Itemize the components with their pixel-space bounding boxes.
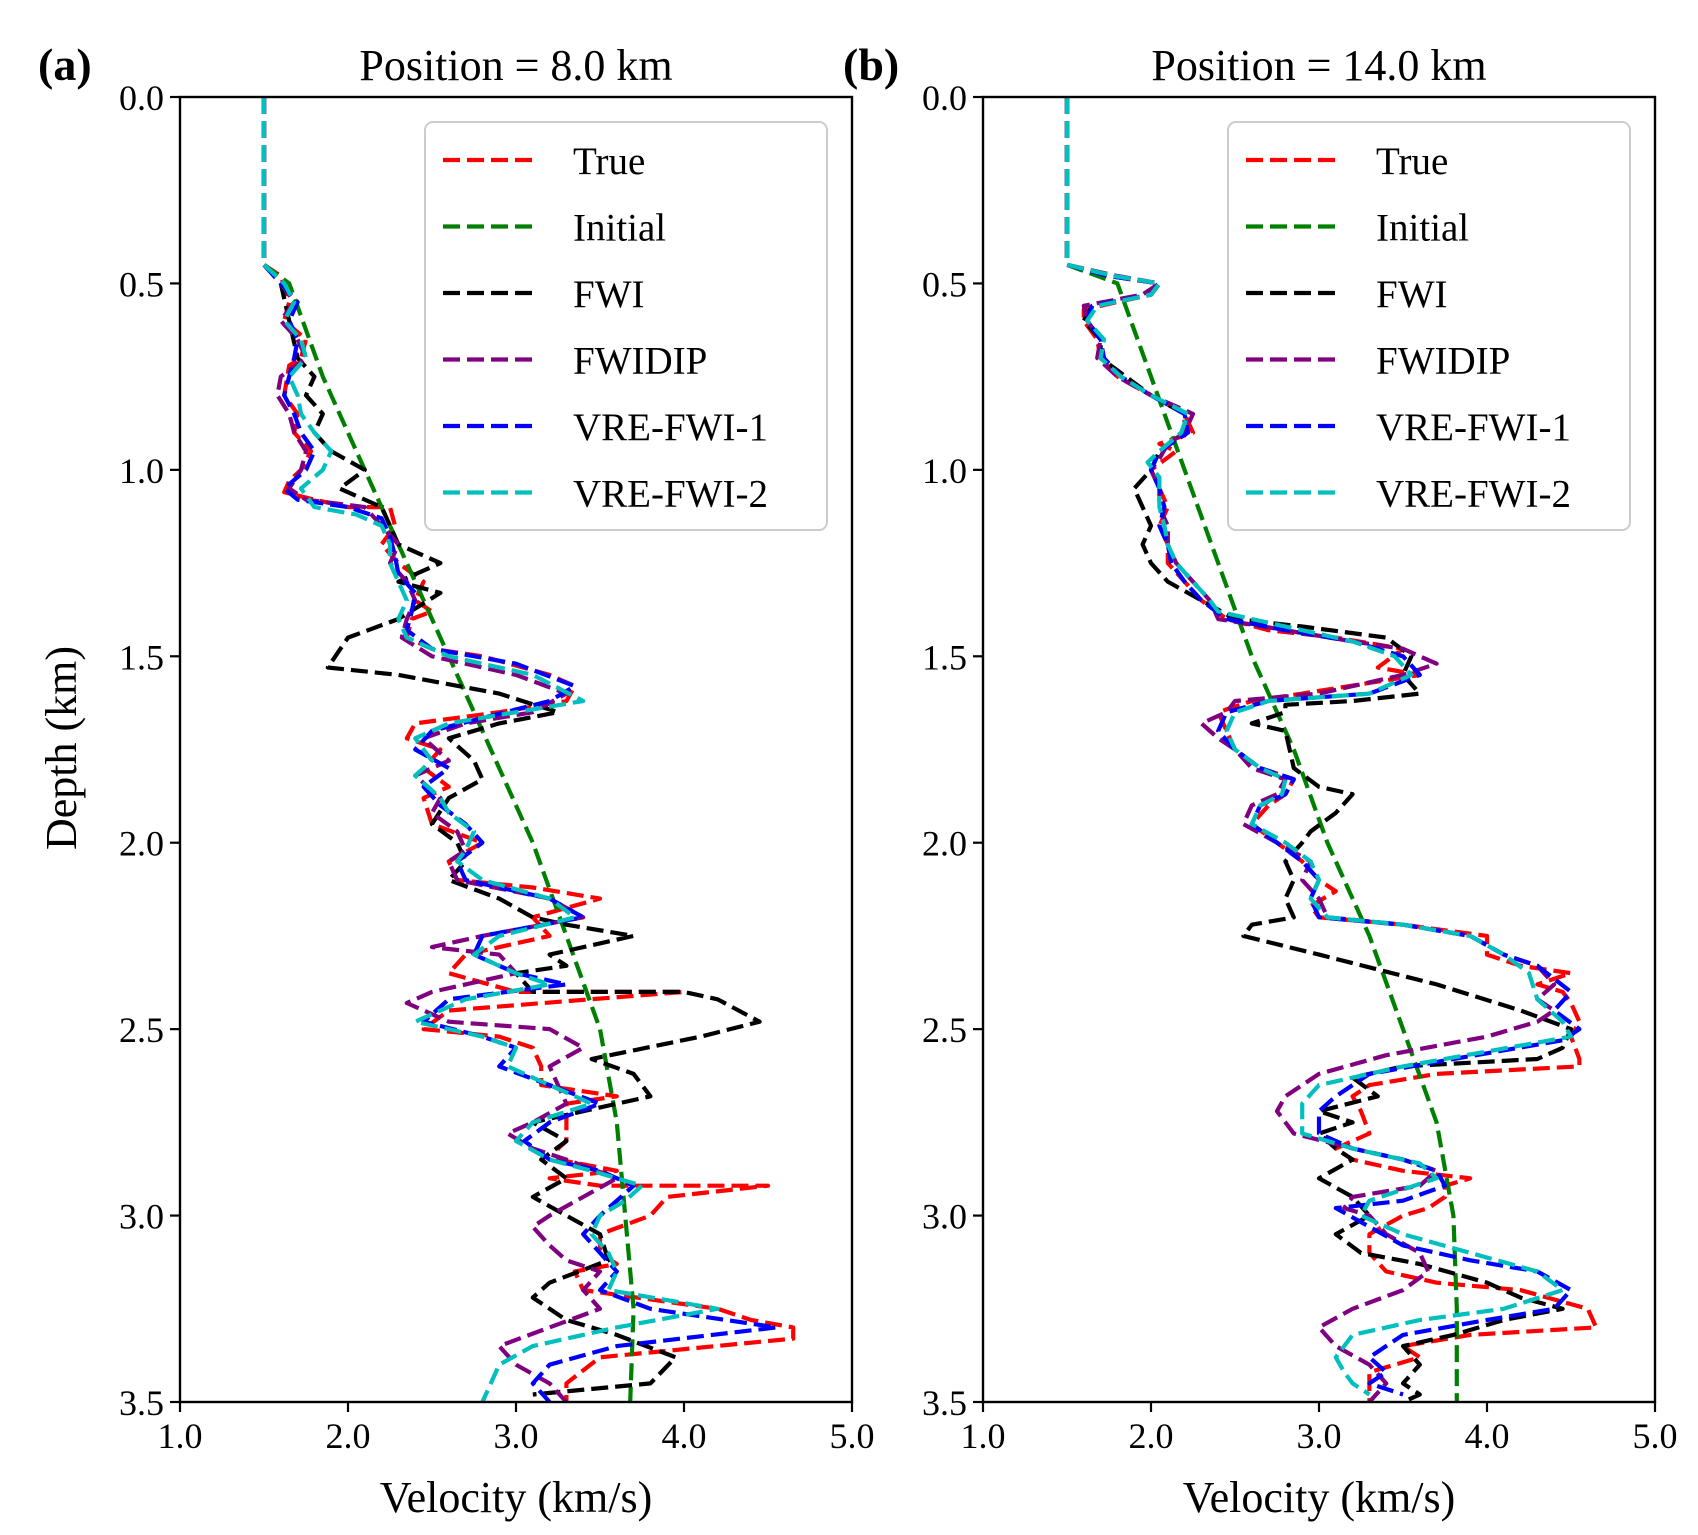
- legend-label: True: [1376, 140, 1448, 183]
- legend-label: VRE-FWI-2: [573, 473, 768, 516]
- y-tick-label: 2.5: [119, 1010, 164, 1050]
- legend-label: FWI: [1376, 273, 1448, 316]
- y-tick-label: 1.5: [119, 637, 164, 677]
- series-group: [261, 97, 796, 1402]
- x-axis-label: Velocity (km/s): [380, 1473, 653, 1522]
- x-tick-label: 3.0: [494, 1416, 539, 1456]
- y-tick-label: 0.5: [922, 264, 967, 304]
- legend-box: [424, 121, 828, 531]
- legend: True Initial FWI FWIDIP VRE-FWI-1 VRE-FWI-2: [1227, 121, 1631, 531]
- panel-a: 1.0 2.0 3.0 4.0 5.0 0.0 0.5 1.0 1.5 2.0 2.5 3.0 3.5 P…: [38, 39, 875, 1522]
- x-tick-label: 2.0: [1129, 1416, 1174, 1456]
- legend-label: Initial: [1376, 207, 1469, 250]
- y-tick-label: 2.0: [119, 824, 164, 864]
- y-axis-label: Depth (km): [37, 646, 86, 850]
- legend-label: VRE-FWI-1: [573, 406, 768, 449]
- legend-label: FWIDIP: [1376, 340, 1510, 383]
- legend-label: FWIDIP: [573, 340, 707, 383]
- series-line-initial: [1064, 97, 1459, 1402]
- x-tick-label: 5.0: [1633, 1416, 1678, 1456]
- legend-box: [1227, 121, 1631, 531]
- series-line-initial: [261, 97, 636, 1402]
- y-tick-label: 3.0: [922, 1197, 967, 1237]
- panel-b: 1.0 2.0 3.0 4.0 5.0 0.0 0.5 1.0 1.5 2.0 2.5 3.0 3.5 P…: [843, 39, 1678, 1522]
- panel-label: (b): [843, 39, 899, 90]
- y-tick-label: 1.0: [922, 451, 967, 491]
- x-tick-label: 4.0: [1465, 1416, 1510, 1456]
- x-axis-label: Velocity (km/s): [1183, 1473, 1456, 1522]
- x-tick-label: 4.0: [662, 1416, 707, 1456]
- y-tick-label: 1.0: [119, 451, 164, 491]
- legend: True Initial FWI FWIDIP VRE-FWI-1 VRE-FWI-2: [424, 121, 828, 531]
- series-line-fwidip: [1064, 97, 1557, 1402]
- y-tick-label: 3.5: [922, 1383, 967, 1423]
- series-line-fwidip: [261, 97, 619, 1402]
- series-line-vre-fwi-2: [261, 97, 720, 1402]
- y-tick-label: 1.5: [922, 637, 967, 677]
- y-tick-label: 2.0: [922, 824, 967, 864]
- y-tick-label: 3.0: [119, 1197, 164, 1237]
- series-line-fwi: [261, 97, 762, 1397]
- legend-label: Initial: [573, 207, 666, 250]
- x-tick-label: 2.0: [326, 1416, 371, 1456]
- chart-title: Position = 14.0 km: [1151, 41, 1486, 90]
- x-tick-label: 5.0: [830, 1416, 875, 1456]
- x-tick-label: 3.0: [1297, 1416, 1342, 1456]
- y-tick-label: 2.5: [922, 1010, 967, 1050]
- y-tick-label: 3.5: [119, 1383, 164, 1423]
- y-tick-label: 0.5: [119, 264, 164, 304]
- x-tick-label: 1.0: [961, 1416, 1006, 1456]
- chart-title: Position = 8.0 km: [359, 41, 672, 90]
- panel-label: (a): [38, 39, 92, 90]
- series-group: [1064, 97, 1599, 1402]
- legend-label: VRE-FWI-1: [1376, 406, 1571, 449]
- y-tick-label: 0.0: [922, 78, 967, 118]
- series-line-vre-fwi-2: [1064, 97, 1574, 1397]
- y-tick-label: 0.0: [119, 78, 164, 118]
- legend-label: FWI: [573, 273, 645, 316]
- legend-label: True: [573, 140, 645, 183]
- legend-label: VRE-FWI-2: [1376, 473, 1571, 516]
- series-line-fwi: [1064, 97, 1574, 1402]
- x-tick-label: 1.0: [158, 1416, 203, 1456]
